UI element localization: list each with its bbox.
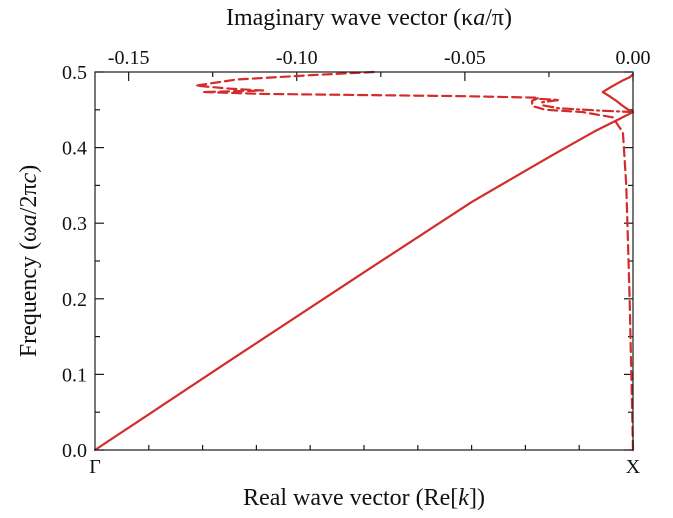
series-3-dashdot-line — [531, 97, 635, 114]
bottom-tick-label: Γ — [89, 456, 101, 478]
top-tick-label: -0.10 — [276, 47, 318, 69]
tick-marks — [95, 71, 634, 451]
y-axis-title: Frequency (ωa/2πc) — [16, 165, 42, 358]
tick-labels: 0.0 0.1 0.2 0.3 0.4 0.5 -0.15 -0.10 -0.05 0.00 Γ X — [62, 47, 651, 478]
y-tick-label: 0.3 — [62, 213, 87, 235]
series-2-dashed-line — [194, 70, 635, 452]
plot-frame — [94, 71, 634, 451]
top-tick-label: -0.15 — [108, 47, 150, 69]
y-tick-label: 0.2 — [62, 289, 87, 311]
top-tick-label: -0.05 — [444, 47, 486, 69]
series-1-solid-line — [601, 73, 635, 114]
bottom-tick-label: X — [626, 456, 641, 478]
y-tick-label: 0.5 — [62, 62, 87, 84]
y-tick-label: 0.0 — [62, 440, 87, 462]
series-0-solid-line — [93, 110, 635, 452]
top-axis-title: Imaginary wave vector (κa/π) — [226, 5, 512, 31]
y-tick-label: 0.1 — [62, 364, 87, 386]
y-tick-label: 0.4 — [62, 138, 87, 160]
curves — [93, 70, 635, 452]
bottom-axis-title: Real wave vector (Re[k]) — [243, 485, 485, 511]
top-tick-label: 0.00 — [616, 47, 651, 69]
